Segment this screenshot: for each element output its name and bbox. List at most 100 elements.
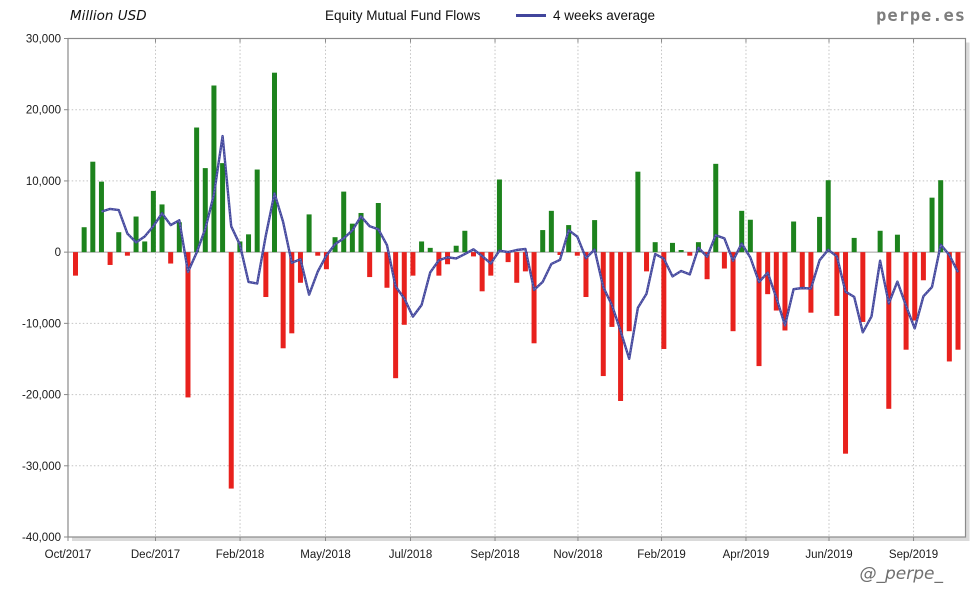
plot-frame (67, 37, 967, 538)
x-tick-label: Feb/2018 (216, 549, 265, 561)
outflow-bar (124, 252, 130, 256)
outflow-bar (920, 252, 926, 281)
outflow-bar (384, 252, 390, 288)
inflow-bar (453, 245, 459, 253)
inflow-bar (98, 181, 104, 253)
x-tick-label: Jul/2018 (389, 549, 432, 561)
handle-watermark: @_perpe_ (859, 564, 944, 584)
legend-label: 4 weeks average (553, 8, 656, 23)
outflow-bar (228, 252, 234, 489)
outflow-bar (522, 252, 528, 272)
outflow-bar (393, 252, 399, 379)
inflow-bar (540, 230, 546, 253)
average-line-legend-swatch (516, 14, 546, 17)
outflow-bar (73, 252, 78, 276)
y-tick-label: -30,000 (22, 461, 61, 473)
inflow-bar (133, 216, 139, 253)
y-tick-label: -20,000 (22, 390, 61, 402)
outflow-bar (834, 252, 840, 316)
y-tick-label: -40,000 (22, 532, 61, 544)
inflow-bar (791, 221, 797, 253)
inflow-bar (496, 179, 502, 253)
inflow-bar (851, 237, 857, 253)
outflow-bar (886, 252, 892, 409)
inflow-bar (566, 225, 572, 253)
inflow-bar (635, 171, 641, 253)
brand-watermark: perpe.es (876, 6, 966, 26)
inflow-bar (894, 234, 900, 253)
outflow-bar (531, 252, 537, 344)
outflow-bar (168, 252, 174, 264)
outflow-bar (410, 252, 416, 276)
four-week-average-line-texture (101, 136, 959, 359)
outflow-bar (626, 252, 632, 332)
inflow-bar (669, 242, 675, 253)
inflow-bar (817, 216, 823, 253)
outflow-bar (799, 252, 805, 290)
x-tick-label: Sep/2018 (470, 549, 519, 561)
inflow-bar (246, 234, 252, 253)
inflow-bar (592, 220, 598, 253)
inflow-bar (652, 242, 658, 253)
y-tick-label: 20,000 (26, 105, 61, 117)
y-tick-label: 10,000 (26, 176, 61, 188)
outflow-bar (808, 252, 814, 313)
x-tick-label: Dec/2017 (131, 549, 180, 561)
y-axis-unit-label: Million USD (70, 8, 147, 24)
y-tick-label: -10,000 (22, 318, 61, 330)
inflow-bar (306, 214, 312, 253)
inflow-bar (747, 219, 753, 253)
legend: 4 weeks average (516, 8, 655, 23)
outflow-bar (860, 252, 866, 322)
x-tick-label: Sep/2019 (889, 549, 938, 561)
inflow-bar (150, 190, 156, 253)
outflow-bar (721, 252, 727, 269)
outflow-bar (618, 252, 624, 401)
inflow-bar (211, 85, 217, 253)
outflow-bar (574, 252, 580, 256)
outflow-bar (704, 252, 710, 280)
outflow-bar (289, 252, 295, 334)
inflow-bar (462, 230, 468, 253)
inflow-bar (81, 227, 87, 253)
outflow-bar (730, 252, 736, 332)
outflow-bar (661, 252, 667, 349)
y-tick-label: 0 (55, 247, 61, 259)
x-tick-label: Oct/2017 (45, 549, 92, 561)
inflow-bar (142, 241, 148, 253)
inflow-bar (220, 163, 226, 253)
outflow-bar (756, 252, 762, 367)
inflow-bar (877, 230, 883, 253)
outflow-bar (323, 252, 329, 270)
outflow-bar (782, 252, 788, 331)
x-tick-label: Nov/2018 (553, 549, 602, 561)
chart-title: Equity Mutual Fund Flows (325, 8, 481, 23)
inflow-bar (159, 204, 165, 253)
outflow-bar (297, 252, 303, 283)
outflow-bar (955, 252, 961, 350)
outflow-bar (946, 252, 952, 362)
inflow-bar (678, 250, 684, 253)
x-tick-label: Apr/2019 (723, 549, 770, 561)
outflow-bar (401, 252, 407, 325)
inflow-bar (254, 169, 260, 253)
inflow-bar (938, 180, 944, 253)
outflow-bar (557, 252, 563, 255)
outflow-bar (912, 252, 918, 321)
inflow-bar (929, 197, 935, 253)
inflow-bar (271, 72, 277, 253)
outflow-bar (687, 252, 693, 256)
outflow-bar (107, 252, 113, 265)
inflow-bar (739, 210, 745, 253)
four-week-average-line (101, 134, 960, 360)
x-tick-label: Feb/2019 (637, 549, 686, 561)
outflow-bar (315, 252, 321, 256)
y-tick-label: 30,000 (26, 34, 61, 46)
inflow-bar (427, 247, 433, 253)
x-tick-label: May/2018 (300, 549, 351, 561)
outflow-bar (479, 252, 485, 292)
inflow-bar (90, 161, 96, 253)
outflow-bar (903, 252, 909, 350)
